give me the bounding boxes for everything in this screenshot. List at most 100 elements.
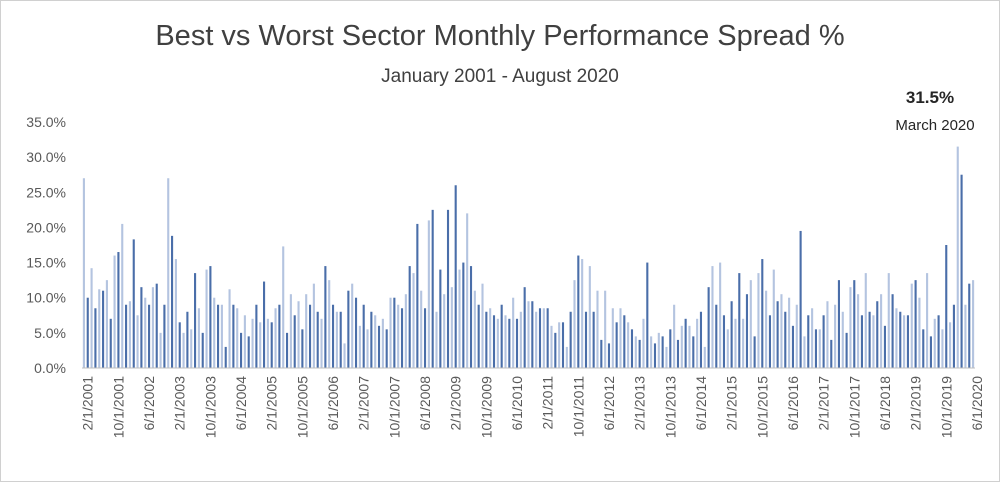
bar — [197, 308, 200, 368]
bar — [159, 332, 162, 368]
bar — [650, 336, 653, 368]
bar — [450, 287, 453, 368]
bar — [366, 329, 369, 368]
bar — [968, 283, 971, 368]
bar — [788, 297, 791, 368]
bar — [899, 311, 902, 368]
bar — [642, 318, 645, 368]
bar — [102, 290, 105, 368]
bar — [864, 273, 867, 368]
bar — [377, 325, 381, 368]
bar — [891, 294, 894, 368]
bar — [826, 301, 829, 368]
bar — [121, 223, 124, 368]
x-tick-label: 2/1/2019 — [908, 376, 924, 431]
peak-annotation-label: March 2020 — [895, 117, 975, 134]
bar — [895, 308, 898, 368]
x-tick-label: 10/1/2007 — [386, 376, 402, 438]
bar — [742, 318, 745, 368]
bar — [623, 315, 626, 368]
bar — [577, 255, 580, 368]
bar — [393, 297, 396, 368]
bar — [136, 315, 139, 368]
bar — [673, 304, 676, 368]
bar — [669, 329, 672, 368]
bar — [688, 325, 691, 368]
x-tick-label: 2/1/2013 — [632, 376, 648, 431]
bar — [305, 294, 308, 368]
bar — [274, 308, 277, 368]
bar — [423, 308, 427, 368]
bar — [259, 322, 262, 368]
bar — [167, 178, 170, 368]
bar — [715, 304, 718, 368]
bar — [282, 246, 285, 368]
bar — [194, 273, 197, 368]
bar — [546, 308, 549, 368]
x-tick-label: 6/1/2004 — [233, 376, 249, 431]
bar — [354, 297, 358, 368]
bar — [830, 339, 833, 368]
x-tick-label: 6/1/2012 — [601, 376, 617, 431]
x-tick-label: 10/1/2009 — [478, 376, 494, 438]
bar — [638, 339, 641, 368]
bar — [949, 322, 952, 368]
bar — [316, 311, 319, 368]
bar — [761, 259, 764, 368]
x-tick-label: 2/1/2003 — [172, 376, 188, 431]
bar — [910, 283, 913, 368]
bar — [408, 266, 411, 368]
bar — [515, 318, 519, 368]
x-tick-label: 10/1/2005 — [294, 376, 310, 438]
bar — [389, 297, 392, 368]
y-tick-label: 5.0% — [34, 325, 66, 341]
bar — [117, 252, 120, 368]
bar — [209, 266, 212, 368]
bar — [201, 332, 204, 368]
bar — [581, 259, 584, 368]
bar — [933, 318, 936, 368]
bar — [607, 343, 611, 368]
bar — [538, 308, 542, 368]
bar — [619, 308, 622, 368]
bar — [569, 311, 572, 368]
bar — [519, 311, 522, 368]
bar — [263, 281, 266, 368]
x-tick-label: 6/1/2016 — [785, 376, 801, 431]
bar — [600, 339, 603, 368]
bar — [784, 311, 787, 368]
bar — [347, 290, 350, 368]
bar — [512, 297, 515, 368]
bar — [255, 304, 258, 368]
bar — [757, 273, 760, 368]
bar — [82, 178, 85, 368]
bar — [278, 304, 281, 368]
bar — [251, 318, 254, 368]
bar — [803, 336, 806, 368]
bar — [952, 304, 955, 368]
y-tick-label: 15.0% — [26, 255, 66, 271]
bar — [745, 294, 749, 368]
bar — [270, 322, 273, 368]
x-tick-label: 10/1/2015 — [754, 376, 770, 438]
bar — [807, 315, 810, 368]
x-tick-label: 10/1/2019 — [938, 376, 954, 438]
y-tick-label: 25.0% — [26, 184, 66, 200]
bar — [699, 311, 703, 368]
bar — [941, 329, 944, 368]
bar — [811, 308, 814, 368]
bar — [289, 294, 292, 368]
bar — [469, 266, 473, 368]
bar — [692, 336, 695, 368]
bar — [243, 315, 246, 368]
bar — [611, 308, 614, 368]
bar — [297, 301, 300, 368]
bar — [914, 280, 917, 368]
x-tick-label: 10/1/2011 — [570, 376, 586, 437]
bar — [734, 318, 737, 368]
bar — [926, 273, 929, 368]
bar — [584, 311, 588, 368]
bar — [266, 318, 269, 368]
